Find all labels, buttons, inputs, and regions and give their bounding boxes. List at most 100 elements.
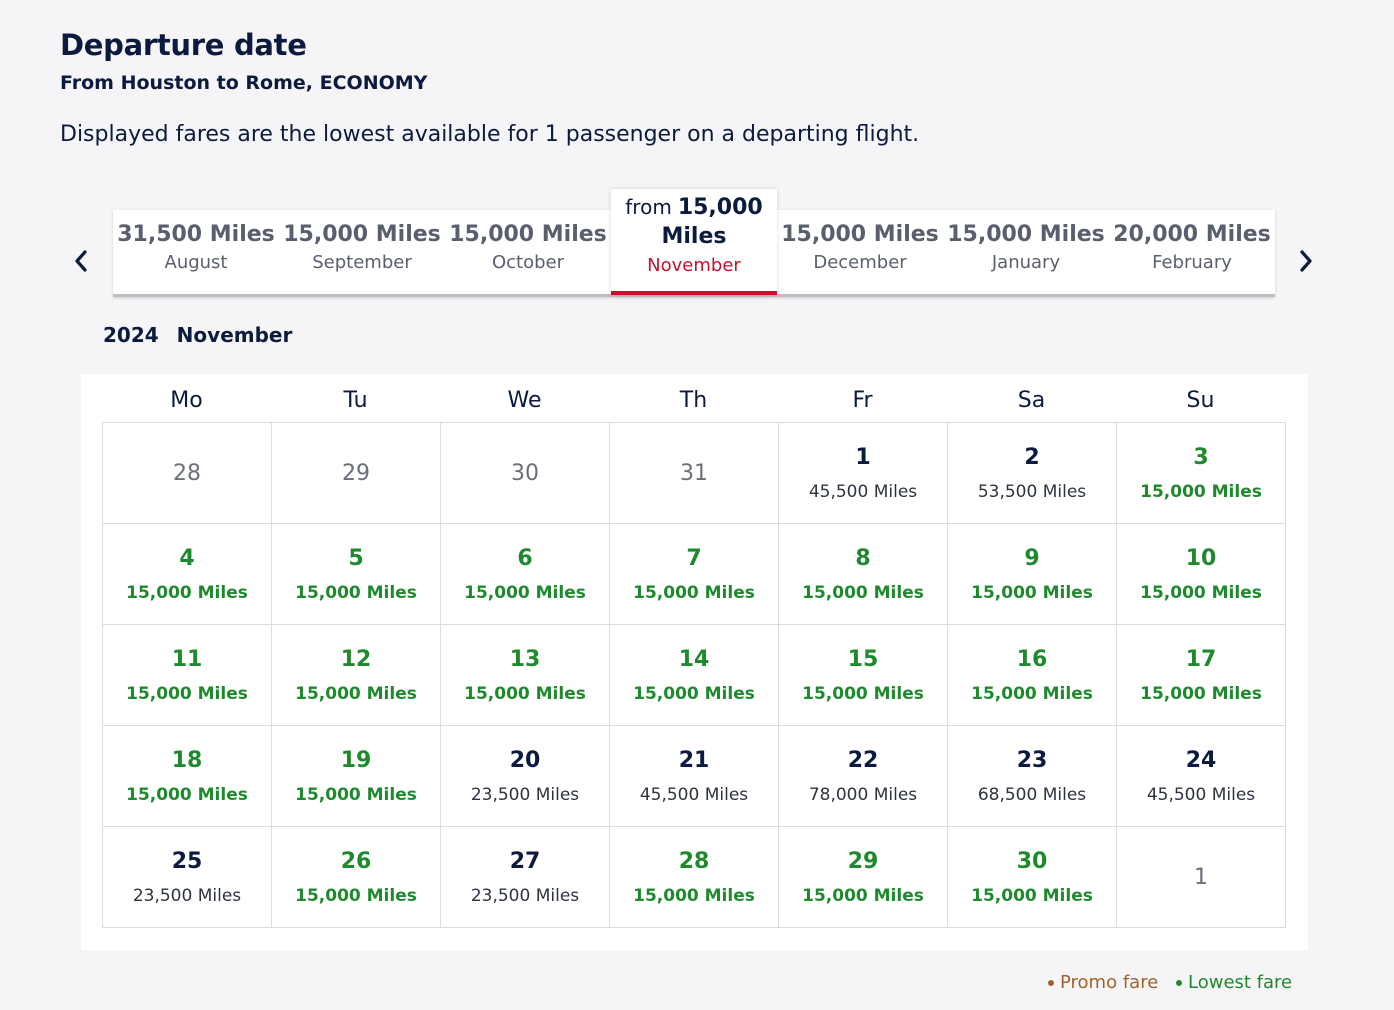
month-tab-january[interactable]: 15,000 Miles January: [943, 210, 1109, 294]
day-number: 9: [1024, 545, 1040, 571]
day-fare: 15,000 Miles: [295, 885, 417, 906]
month-tab-february[interactable]: 20,000 Miles February: [1109, 210, 1275, 294]
day-number: 18: [171, 747, 203, 773]
calendar-day[interactable]: 19 15,000 Miles: [272, 726, 441, 827]
calendar-day[interactable]: 27 23,500 Miles: [441, 827, 610, 928]
weekday-label: Th: [679, 388, 708, 413]
day-number: 5: [348, 545, 364, 571]
month-name: September: [312, 252, 412, 273]
day-number: 19: [340, 747, 372, 773]
month-tab-october[interactable]: 15,000 Miles October: [445, 210, 611, 294]
previous-month-button[interactable]: [66, 246, 96, 276]
day-fare: 45,500 Miles: [808, 481, 918, 502]
calendar-day[interactable]: 11 15,000 Miles: [103, 625, 272, 726]
day-fare: 23,500 Miles: [470, 885, 580, 906]
calendar-day[interactable]: 4 15,000 Miles: [103, 524, 272, 625]
day-fare: 15,000 Miles: [802, 885, 924, 906]
weekday-label: Fr: [852, 388, 873, 413]
day-fare: 15,000 Miles: [633, 885, 755, 906]
calendar-day[interactable]: 17 15,000 Miles: [1117, 625, 1286, 726]
day-number: 2: [1024, 444, 1040, 470]
day-number: 15: [847, 646, 879, 672]
day-number: 28: [678, 848, 710, 874]
calendar-day[interactable]: 5 15,000 Miles: [272, 524, 441, 625]
day-number: 29: [342, 460, 370, 486]
calendar-day[interactable]: 3 15,000 Miles: [1117, 423, 1286, 524]
day-fare: 15,000 Miles: [126, 582, 248, 603]
calendar-day[interactable]: 30 15,000 Miles: [948, 827, 1117, 928]
day-fare: 15,000 Miles: [1140, 582, 1262, 603]
day-fare: 15,000 Miles: [295, 582, 417, 603]
month-price: 15,000 Miles: [947, 222, 1105, 247]
day-number: 31: [680, 460, 708, 486]
calendar-day[interactable]: 9 15,000 Miles: [948, 524, 1117, 625]
calendar-panel: Mo Tu We Th Fr Sa Su 28 29 30 31 1 45,500 Miles 2 53,…: [81, 374, 1308, 950]
calendar-day[interactable]: 16 15,000 Miles: [948, 625, 1117, 726]
fare-description: Displayed fares are the lowest available…: [60, 122, 920, 147]
calendar-day[interactable]: 28 15,000 Miles: [610, 827, 779, 928]
calendar-day[interactable]: 22 78,000 Miles: [779, 726, 948, 827]
calendar-day[interactable]: 14 15,000 Miles: [610, 625, 779, 726]
calendar-day[interactable]: 13 15,000 Miles: [441, 625, 610, 726]
calendar-day[interactable]: 10 15,000 Miles: [1117, 524, 1286, 625]
chevron-right-icon: [1300, 250, 1312, 272]
calendar-day[interactable]: 18 15,000 Miles: [103, 726, 272, 827]
calendar-day[interactable]: 25 23,500 Miles: [103, 827, 272, 928]
from-value: 15,000: [677, 195, 763, 220]
calendar-day[interactable]: 6 15,000 Miles: [441, 524, 610, 625]
calendar-day[interactable]: 23 68,500 Miles: [948, 726, 1117, 827]
month-price: 15,000 Miles: [449, 222, 607, 247]
chevron-left-icon: [75, 250, 87, 272]
day-number: 1: [1194, 864, 1208, 890]
day-number: 30: [1016, 848, 1048, 874]
legend-promo: Promo fare: [1048, 972, 1158, 993]
day-number: 20: [509, 747, 541, 773]
calendar-day[interactable]: 1 45,500 Miles: [779, 423, 948, 524]
calendar-day[interactable]: 26 15,000 Miles: [272, 827, 441, 928]
month-tab-december[interactable]: 15,000 Miles December: [777, 210, 943, 294]
day-fare: 15,000 Miles: [633, 582, 755, 603]
calendar-day-outside: 28: [103, 423, 272, 524]
month-name: December: [813, 252, 907, 273]
page-title: Departure date: [60, 28, 307, 62]
calendar-day[interactable]: 7 15,000 Miles: [610, 524, 779, 625]
day-number: 4: [179, 545, 195, 571]
calendar-day[interactable]: 24 45,500 Miles: [1117, 726, 1286, 827]
legend-promo-label: Promo fare: [1060, 972, 1159, 993]
day-fare: 78,000 Miles: [808, 784, 918, 805]
day-fare: 15,000 Miles: [126, 784, 248, 805]
day-fare: 15,000 Miles: [464, 582, 586, 603]
day-number: 26: [340, 848, 372, 874]
calendar-day-outside: 1: [1117, 827, 1286, 928]
day-fare: 53,500 Miles: [977, 481, 1087, 502]
day-number: 14: [678, 646, 710, 672]
day-fare: 23,500 Miles: [470, 784, 580, 805]
calendar-day[interactable]: 29 15,000 Miles: [779, 827, 948, 928]
calendar-day[interactable]: 12 15,000 Miles: [272, 625, 441, 726]
calendar-day[interactable]: 2 53,500 Miles: [948, 423, 1117, 524]
day-number: 29: [847, 848, 879, 874]
calendar-day[interactable]: 20 23,500 Miles: [441, 726, 610, 827]
weekday-label: Tu: [343, 388, 368, 413]
legend-lowest: Lowest fare: [1176, 972, 1292, 993]
month-price: 20,000 Miles: [1113, 222, 1271, 247]
month-tab-september[interactable]: 15,000 Miles September: [279, 210, 445, 294]
month-price: 31,500 Miles: [117, 222, 275, 247]
calendar-day[interactable]: 15 15,000 Miles: [779, 625, 948, 726]
day-fare: 15,000 Miles: [464, 683, 586, 704]
calendar-day[interactable]: 21 45,500 Miles: [610, 726, 779, 827]
calendar-month: November: [176, 323, 293, 347]
day-number: 11: [171, 646, 203, 672]
day-number: 25: [171, 848, 203, 874]
day-fare: 15,000 Miles: [295, 784, 417, 805]
month-tab-november[interactable]: from 15,000 Miles November: [611, 189, 777, 295]
month-tab-august[interactable]: 31,500 Miles August: [113, 210, 279, 294]
calendar-day[interactable]: 8 15,000 Miles: [779, 524, 948, 625]
next-month-button[interactable]: [1291, 246, 1321, 276]
calendar-day-outside: 30: [441, 423, 610, 524]
day-number: 12: [340, 646, 372, 672]
day-fare: 45,500 Miles: [1146, 784, 1256, 805]
day-number: 7: [686, 545, 702, 571]
weekday-label: Su: [1186, 388, 1215, 413]
weekday-header: Mo Tu We Th Fr Sa Su: [102, 388, 1285, 413]
